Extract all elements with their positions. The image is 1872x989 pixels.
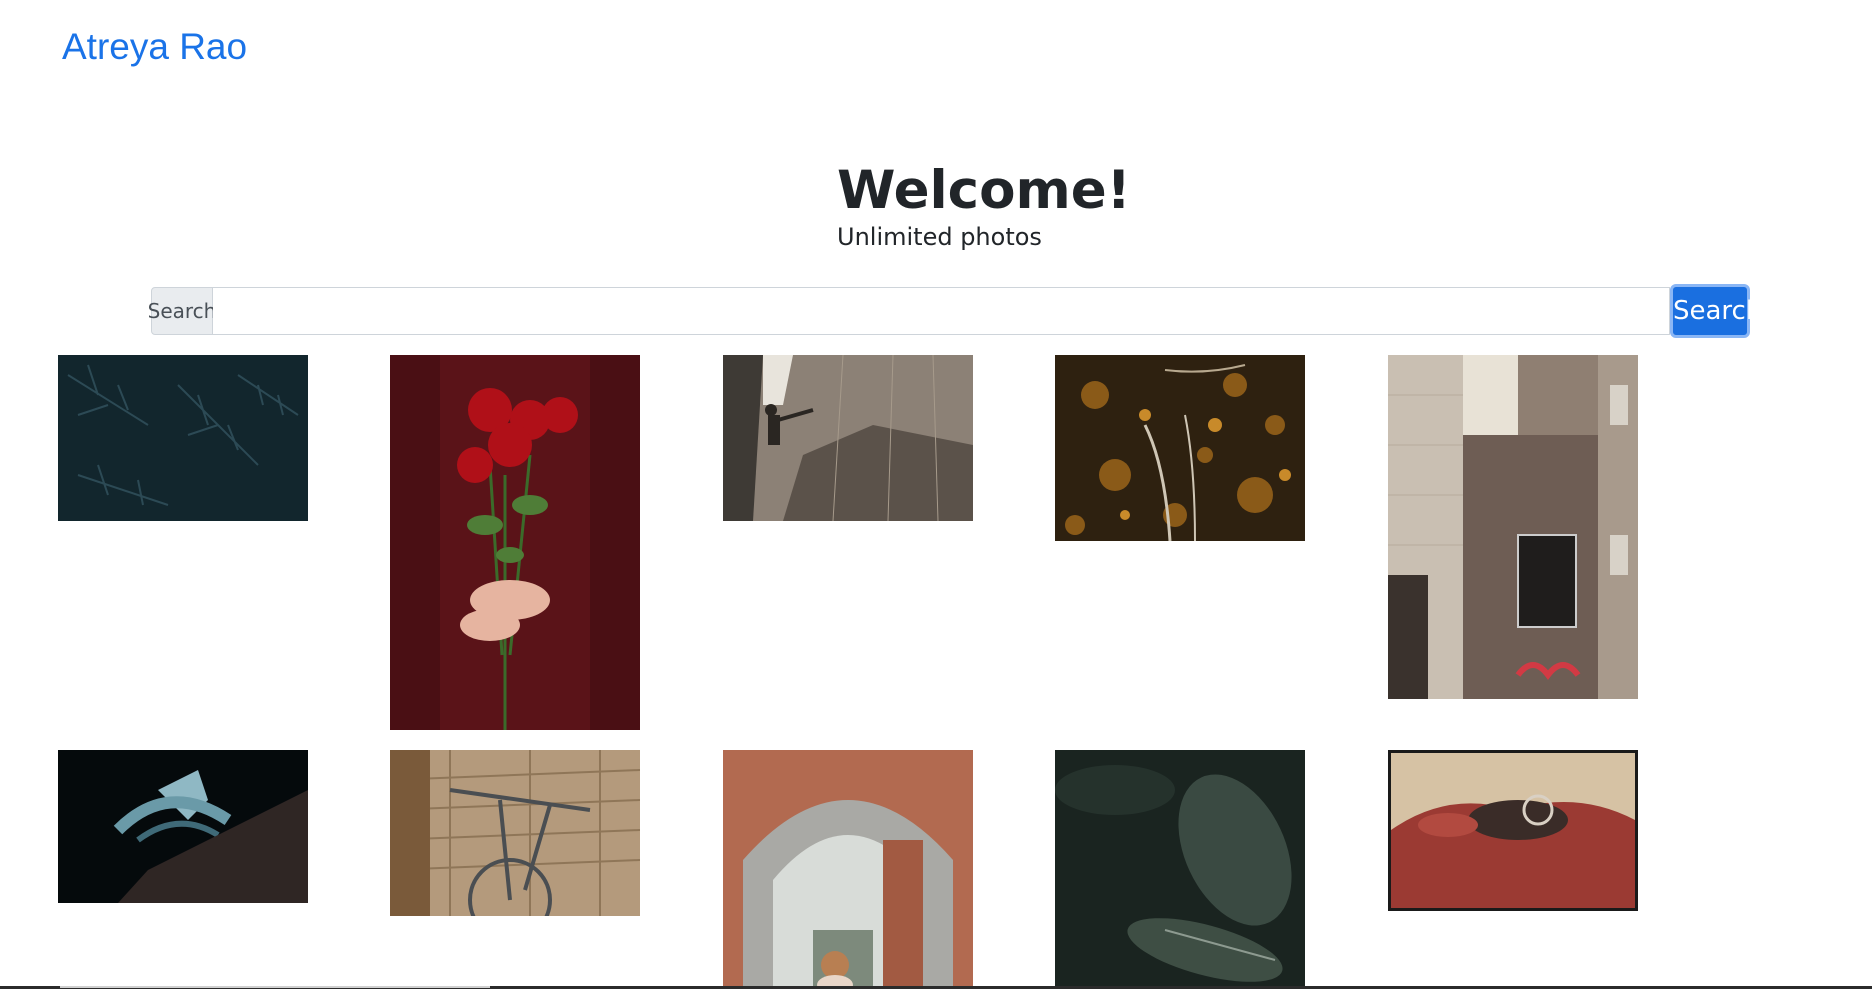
- photo-bicycle[interactable]: [390, 750, 640, 916]
- photo-autumn-forest[interactable]: [1055, 355, 1305, 541]
- red-car-image: [1388, 750, 1638, 911]
- photo-dark-leaves[interactable]: [1055, 750, 1305, 989]
- autumn-forest-image: [1055, 355, 1305, 541]
- photo-red-roses[interactable]: [390, 355, 640, 730]
- dark-leaves-image: [1055, 750, 1305, 989]
- rock-climber-image: [723, 355, 973, 521]
- bottom-scroll-indicator: [60, 986, 490, 988]
- archway-image: [723, 750, 973, 989]
- navbar: Atreya Rao: [62, 22, 247, 72]
- bicycle-image: [390, 750, 640, 916]
- pine-branches-image: [58, 355, 308, 521]
- brand-link[interactable]: Atreya Rao: [62, 26, 248, 67]
- night-building-image: [58, 750, 308, 903]
- page-title: Welcome!: [837, 160, 1131, 221]
- bottom-border: [0, 986, 1872, 989]
- brick-building-image: [1388, 355, 1638, 699]
- search-form: Search Search: [148, 284, 1762, 338]
- page-subtitle: Unlimited photos: [837, 223, 1042, 251]
- photo-pine-branches[interactable]: [58, 355, 308, 521]
- search-input[interactable]: [213, 287, 1670, 335]
- photo-brick-building[interactable]: [1388, 355, 1638, 699]
- hero-text: Welcome! Unlimited photos: [837, 160, 1131, 252]
- photo-archway[interactable]: [723, 750, 973, 989]
- search-button[interactable]: Search: [1670, 284, 1762, 338]
- photo-rock-climber[interactable]: [723, 355, 973, 521]
- photo-red-car[interactable]: [1388, 750, 1638, 911]
- red-roses-image: [390, 355, 640, 730]
- search-label: Search: [148, 287, 216, 335]
- photo-night-building[interactable]: [58, 750, 308, 903]
